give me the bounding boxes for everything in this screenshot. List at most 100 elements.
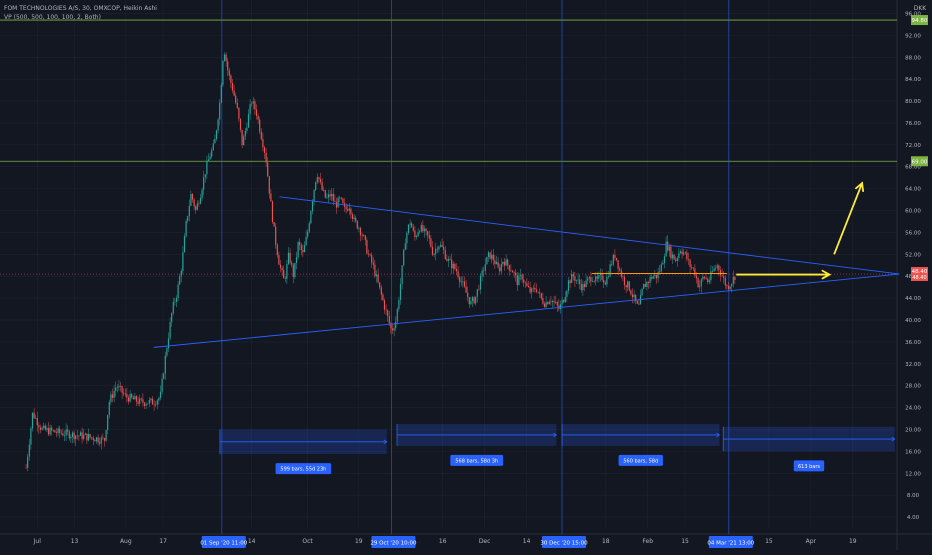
candle-body [425,228,427,232]
bar-range-label-box [618,454,663,466]
candle-body [158,397,160,401]
candle-body [324,190,326,198]
candle-body [510,270,512,271]
candle-body [49,427,51,435]
candle-body [321,181,323,190]
candle-body [374,264,376,277]
candle-body [300,245,302,251]
candle-body [105,429,107,441]
candle-body [443,246,445,251]
candle-body [91,437,93,438]
candle-body [494,260,496,265]
candle-body [185,220,187,237]
candle-body [369,254,371,256]
bar-range-annotations[interactable]: 599 bars, 55d 23h 568 bars, 58d 3h 560 bar… [219,424,896,475]
candle-body [372,262,374,265]
candle-body [169,322,171,339]
candle-body [729,286,731,289]
x-tick-label: 18 [602,538,610,545]
forecast-arrows[interactable] [736,181,865,280]
candle-body [334,200,336,202]
candle-body [25,467,27,469]
candle-body [535,289,538,292]
candle-body [715,268,717,269]
candle-body [353,217,355,219]
y-tick-label: 88.00 [905,55,921,61]
candle-body [177,284,179,298]
candle-body [254,101,256,110]
y-tick-label: 84.00 [905,77,921,83]
date-marker-tag[interactable] [371,536,416,548]
candle-body [124,393,126,395]
candle-body [580,284,582,290]
candle-body [411,223,413,228]
candle-body [302,250,304,253]
candle-body [131,394,133,398]
candle-body [433,253,435,255]
candle-body [515,272,517,276]
x-tick-label: Jul [33,538,42,545]
candle-body [660,264,662,272]
candle-body [347,209,349,211]
candle-body [351,214,354,219]
candle-body [422,225,424,232]
candle-body [86,433,88,441]
candle-body [52,430,54,431]
candle-body [183,236,186,253]
x-tick-label: Aug [120,538,132,545]
candle-body [726,285,728,287]
candle-body [238,107,240,119]
date-marker-tag[interactable] [201,536,246,548]
candle-body [529,287,531,293]
candle-body [609,264,611,277]
candle-body [299,242,301,246]
candle-body [310,211,312,224]
candle-body [531,288,533,293]
candle-body [271,201,274,223]
candle-body [566,290,568,297]
candle-body [507,259,509,266]
candle-body [35,417,37,419]
candle-body [111,394,114,398]
trendline[interactable] [279,196,900,275]
date-marker-tag[interactable] [541,536,586,548]
candle-body [649,277,651,283]
candle-body [377,274,379,283]
candle-body [57,428,59,434]
candle-body [348,208,350,211]
candle-body [340,197,342,199]
candle-body [171,313,173,323]
price-axis[interactable]: 4.00 8.00 12.00 16.00 20.00 24.00 28.00 32.00 36… [905,11,928,521]
trendlines[interactable] [153,196,900,348]
candle-body [382,294,384,301]
candle-body [151,398,154,405]
bar-range-arrowhead [891,436,896,442]
time-axis[interactable]: Jul 13 Aug 17 14 Oct 19 16 Dec 14 18 Feb 15 15 Apr 19 01… [33,536,857,548]
candle-body [486,256,488,265]
candle-body [511,270,514,273]
candle-body [89,434,91,438]
date-marker-tag[interactable] [708,536,753,548]
candle-body [27,456,29,468]
candle-body [127,397,130,402]
candle-body [220,84,222,103]
candle-body [636,300,638,304]
candle-body [489,252,491,259]
x-tick-label: Apr [806,538,817,545]
currency-label: DKK [914,5,928,12]
candle-body [199,197,202,204]
candle-body [371,255,373,263]
candle-body [231,82,234,91]
trendline[interactable] [153,273,900,348]
candle-body [75,435,77,440]
date-marker-label: 01 Sep '20 11:00 [200,541,247,547]
current-price-label: 48.40 [912,269,928,275]
candle-body [495,262,498,265]
candle-body [113,390,115,398]
candle-body [454,263,456,270]
forecast-arrow[interactable] [833,182,863,255]
candle-body [55,432,58,434]
bar-range-arrowhead [716,432,721,438]
